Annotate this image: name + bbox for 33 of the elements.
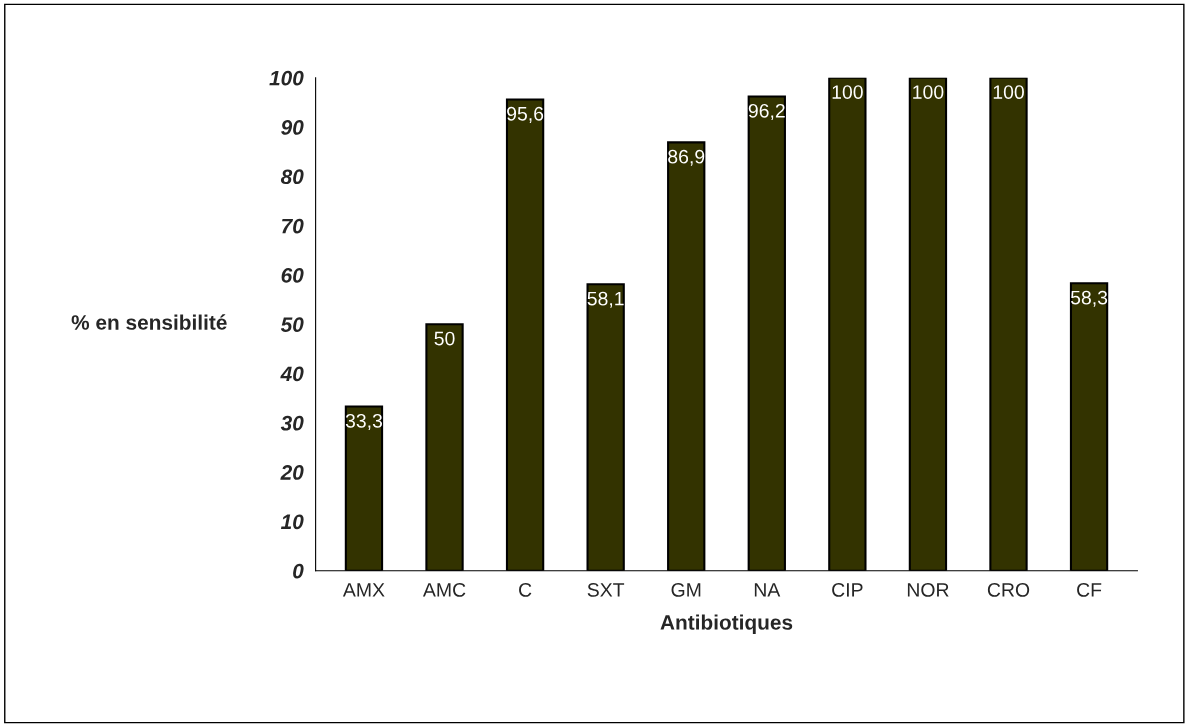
data-label: 96,2 (748, 103, 785, 120)
y-tick-label: 0 (293, 563, 304, 579)
y-tick-label: 30 (280, 415, 304, 431)
x-axis-title: Antibiotiques (660, 614, 793, 634)
data-label: 58,3 (1070, 290, 1108, 307)
x-tick-label: AMC (422, 583, 466, 597)
data-label: 50 (434, 331, 455, 346)
data-label: 95,6 (507, 106, 544, 123)
x-tick-label: NOR (907, 583, 949, 597)
x-tick-label: GM (671, 583, 701, 597)
y-tick-label: 80 (280, 169, 304, 185)
y-tick-label: 40 (280, 366, 304, 382)
y-tick-label: 100 (269, 70, 304, 86)
x-tick-label: CRO (987, 583, 1030, 597)
y-tick-label: 60 (281, 267, 304, 283)
x-tick-label: SXT (587, 583, 625, 597)
y-tick-label: 70 (282, 218, 304, 234)
y-tick-label: 20 (280, 465, 304, 480)
data-label: 100 (913, 85, 944, 99)
data-label: 86,9 (668, 149, 705, 166)
x-tick-label: CF (1077, 583, 1102, 597)
data-label: 58,1 (587, 291, 624, 308)
data-label: 33,3 (345, 413, 383, 431)
x-tick-label: NA (754, 583, 781, 597)
x-tick-label: AMX (342, 583, 385, 597)
data-label: 100 (993, 85, 1024, 99)
x-tick-label: C (519, 583, 532, 597)
y-axis-title: % en sensibilité (71, 314, 227, 330)
x-tick-label: CIP (832, 583, 863, 597)
y-tick-label: 90 (281, 120, 304, 135)
y-tick-label: 50 (280, 317, 304, 332)
data-label: 100 (832, 85, 863, 99)
y-tick-label: 10 (280, 514, 304, 530)
